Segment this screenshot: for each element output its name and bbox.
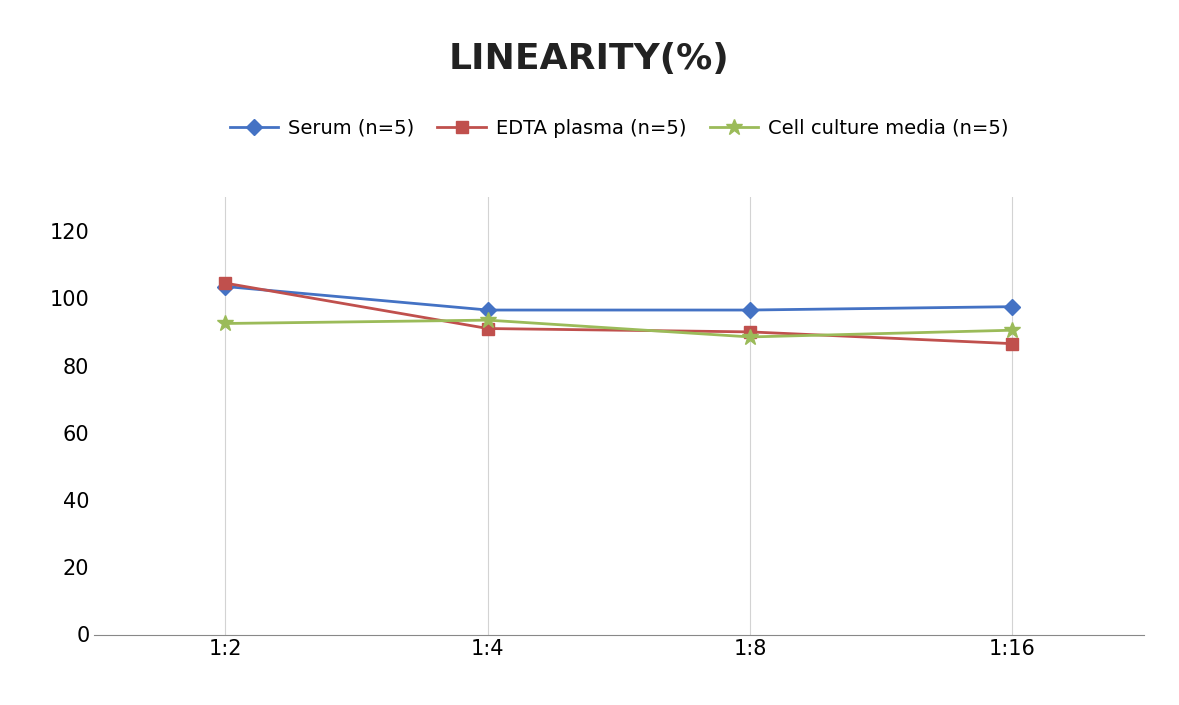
- Cell culture media (n=5): [481, 316, 495, 324]
- Line: Serum (n=5): Serum (n=5): [220, 281, 1017, 316]
- Serum (n=5): [1006, 302, 1020, 311]
- Line: EDTA plasma (n=5): EDTA plasma (n=5): [220, 278, 1017, 349]
- EDTA plasma (n=5): [743, 328, 757, 336]
- Cell culture media (n=5): [218, 319, 232, 328]
- EDTA plasma (n=5): [1006, 339, 1020, 348]
- Serum (n=5): [481, 306, 495, 314]
- Cell culture media (n=5): [743, 333, 757, 341]
- Text: LINEARITY(%): LINEARITY(%): [449, 42, 730, 76]
- EDTA plasma (n=5): [218, 279, 232, 288]
- Serum (n=5): [218, 282, 232, 290]
- Legend: Serum (n=5), EDTA plasma (n=5), Cell culture media (n=5): Serum (n=5), EDTA plasma (n=5), Cell cul…: [222, 111, 1016, 145]
- Cell culture media (n=5): [1006, 326, 1020, 334]
- EDTA plasma (n=5): [481, 324, 495, 333]
- Line: Cell culture media (n=5): Cell culture media (n=5): [217, 312, 1021, 345]
- Serum (n=5): [743, 306, 757, 314]
